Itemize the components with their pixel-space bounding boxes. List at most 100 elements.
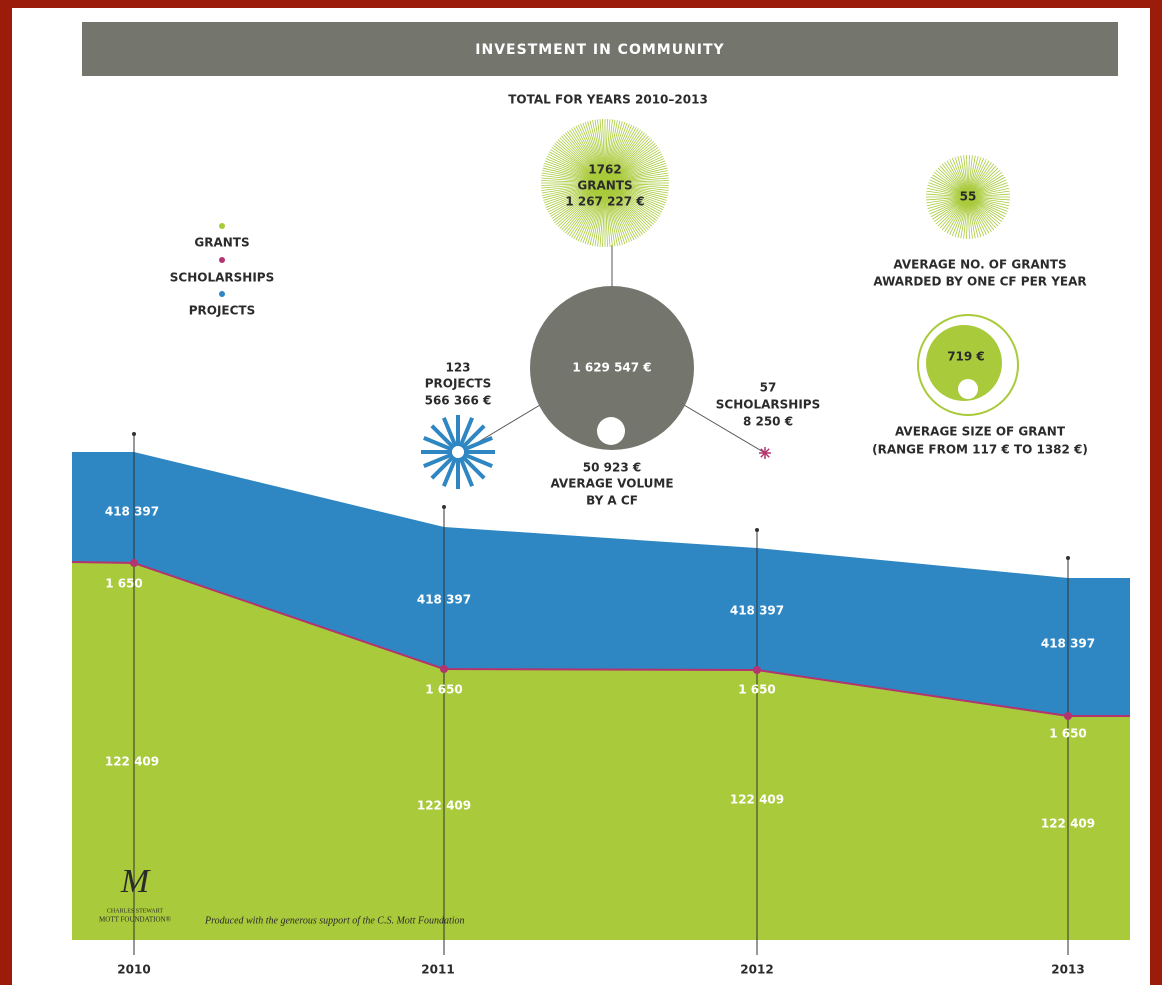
- ray: [430, 454, 456, 480]
- ray: [604, 182, 663, 213]
- ray: [567, 130, 606, 184]
- ray: [561, 135, 606, 184]
- ray: [594, 182, 606, 247]
- projects-count: 123: [445, 361, 470, 375]
- ray: [594, 119, 606, 184]
- ray: [604, 180, 669, 184]
- ray: [597, 182, 606, 247]
- ray: [541, 180, 606, 184]
- ray: [604, 170, 668, 184]
- ray: [967, 156, 979, 198]
- ray: [551, 147, 606, 184]
- ray: [582, 122, 606, 184]
- ray: [967, 169, 1001, 198]
- ray: [604, 182, 623, 245]
- ray: [935, 169, 969, 198]
- ray: [604, 158, 665, 184]
- ray: [541, 175, 606, 184]
- ray: [597, 119, 606, 184]
- ray: [967, 196, 992, 233]
- ray: [561, 182, 606, 231]
- grants-label: 122 409: [417, 799, 471, 813]
- ray: [604, 119, 613, 184]
- ray: [569, 182, 606, 237]
- ray: [967, 159, 987, 198]
- ray: [967, 196, 997, 229]
- ray: [547, 153, 606, 184]
- ray: [604, 137, 651, 184]
- ray: [543, 182, 606, 201]
- connector: [683, 404, 766, 454]
- ray: [963, 155, 969, 198]
- ray: [604, 172, 669, 184]
- ray: [604, 182, 660, 217]
- ray: [926, 196, 969, 204]
- scholarships-burst: [759, 447, 771, 459]
- grants-amount: 1 267 227 €: [565, 195, 644, 209]
- ray: [604, 182, 635, 241]
- ray: [563, 182, 606, 232]
- ray: [604, 182, 658, 221]
- dot: [130, 559, 138, 567]
- legend-dot: [219, 223, 225, 229]
- legend-label: PROJECTS: [189, 304, 256, 318]
- range-circle: [917, 314, 1019, 416]
- ray: [967, 196, 973, 239]
- projects-area: [72, 452, 1130, 716]
- grants-label: 122 409: [1041, 817, 1095, 831]
- ray: [967, 196, 990, 234]
- ray: [967, 161, 992, 198]
- legend-label: GRANTS: [194, 236, 249, 250]
- ray: [604, 182, 626, 244]
- total-amount: 1 629 547 €: [572, 361, 651, 375]
- ray: [604, 182, 618, 246]
- ray: [928, 182, 969, 198]
- ray: [604, 126, 637, 184]
- scholarships-title: SCHOLARSHIPS: [716, 398, 820, 412]
- ray: [967, 155, 976, 198]
- ray: [604, 182, 651, 229]
- ray: [935, 196, 969, 225]
- ray: [458, 456, 475, 487]
- ray: [967, 182, 1008, 198]
- ray: [926, 193, 969, 198]
- ray: [430, 424, 456, 450]
- ray: [604, 182, 669, 186]
- dot: [1066, 556, 1070, 560]
- ray: [559, 182, 606, 229]
- ray: [967, 196, 982, 238]
- ray: [582, 182, 606, 244]
- ray: [967, 196, 970, 239]
- ray: [967, 196, 1010, 207]
- ray: [941, 163, 969, 198]
- ray: [604, 182, 611, 247]
- ray: [584, 122, 606, 184]
- ray: [565, 182, 606, 234]
- ray: [949, 196, 969, 235]
- ray: [966, 155, 969, 198]
- ray: [604, 129, 641, 184]
- ray: [957, 196, 969, 238]
- year-label: 2010: [117, 963, 150, 977]
- ray: [604, 182, 633, 242]
- ray: [963, 196, 969, 239]
- average-size-circle: [926, 325, 1002, 401]
- ray: [957, 156, 969, 198]
- ray: [541, 182, 606, 186]
- ray: [556, 141, 606, 184]
- ray: [552, 145, 606, 184]
- projects-label: 418 397: [105, 505, 159, 519]
- ray: [944, 196, 969, 233]
- ray: [966, 196, 969, 239]
- ray: [939, 196, 969, 229]
- average-size-caption: AVERAGE SIZE OF GRANT: [895, 425, 1066, 439]
- ray: [926, 196, 969, 207]
- ray: [967, 193, 1010, 198]
- ray: [967, 163, 995, 198]
- average-circle: [597, 417, 625, 445]
- ray: [960, 196, 969, 239]
- ray: [967, 196, 979, 238]
- ray: [584, 182, 606, 244]
- ray: [604, 162, 666, 184]
